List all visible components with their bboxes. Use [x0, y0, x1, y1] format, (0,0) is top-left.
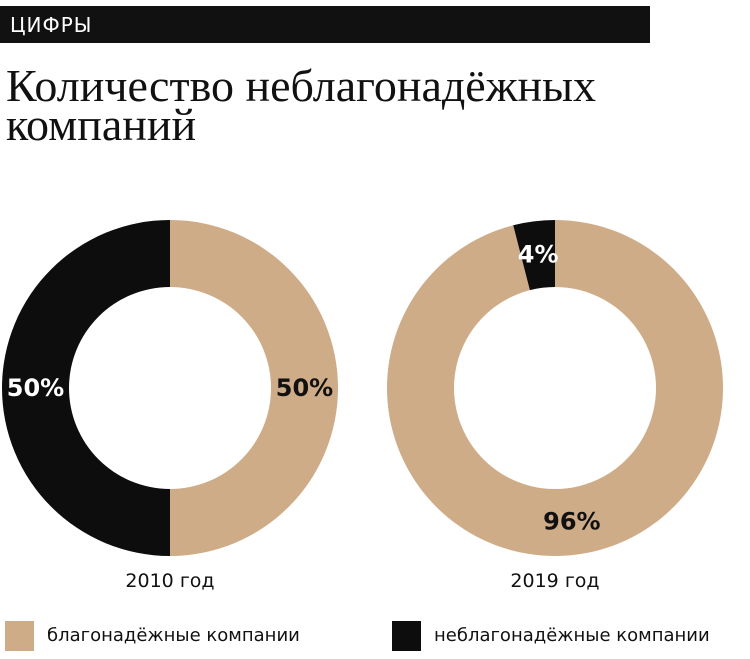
legend-label-unreliable: неблагонадёжные компании: [434, 625, 710, 646]
chart-2010-year-label: 2010 год: [125, 570, 215, 592]
donut-2010-slice-unreliable: [2, 220, 170, 556]
section-header-bar: ЦИФРЫ: [0, 6, 650, 43]
legend-swatch-unreliable: [392, 621, 421, 651]
donut-2019-label-unreliable: 4%: [518, 241, 559, 269]
donut-2010-slice-reliable: [170, 220, 338, 556]
legend-label-reliable: благонадёжные компании: [47, 625, 300, 646]
legend-item-reliable: благонадёжные компании: [5, 621, 365, 651]
legend-item-unreliable: неблагонадёжные компании: [392, 621, 750, 651]
chart-title: Количество неблагонадёжных компаний: [6, 60, 597, 150]
donut-2010-label-reliable: 50%: [276, 374, 333, 402]
donut-2019-slice-reliable: [387, 220, 723, 556]
legend-swatch-reliable: [5, 621, 34, 651]
donut-2019-label-reliable: 96%: [543, 507, 600, 535]
section-label: ЦИФРЫ: [10, 13, 93, 37]
donut-2010-label-unreliable: 50%: [7, 374, 64, 402]
donut-2019-slice-unreliable: [513, 220, 555, 291]
chart-2019-year-label: 2019 год: [510, 570, 600, 592]
